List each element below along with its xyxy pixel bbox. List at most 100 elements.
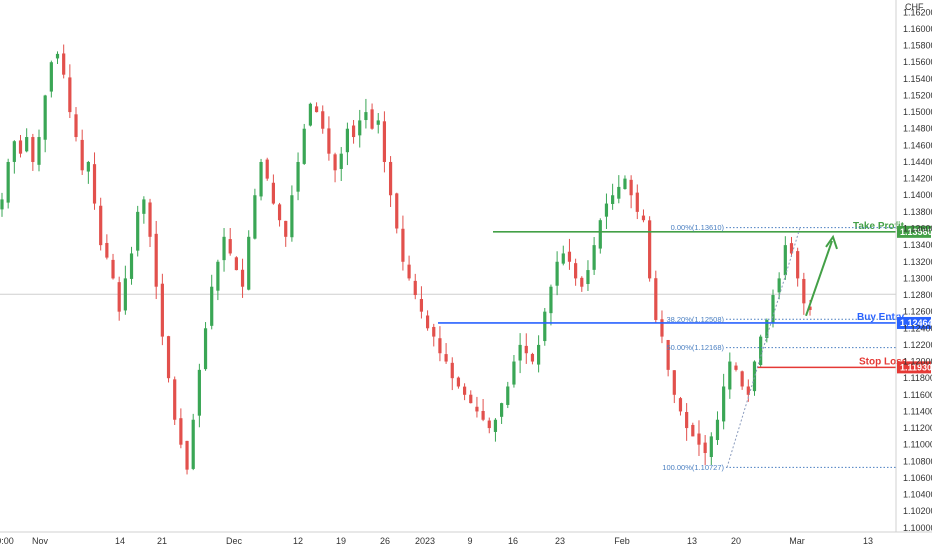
candle bbox=[407, 255, 411, 281]
price-tag-label: 1.13560 bbox=[900, 227, 932, 237]
currency-label: CHF bbox=[905, 2, 924, 12]
candle bbox=[771, 289, 775, 328]
x-tick-label: 12 bbox=[293, 536, 303, 546]
candle bbox=[648, 216, 652, 282]
candle bbox=[425, 310, 430, 331]
x-tick-label: 13 bbox=[863, 536, 873, 546]
candle bbox=[327, 116, 331, 161]
candle-body bbox=[247, 236, 251, 290]
candle-body bbox=[771, 295, 775, 324]
level-label: Take Profit bbox=[853, 221, 905, 232]
candle-body bbox=[68, 77, 72, 113]
candle-body bbox=[580, 277, 584, 287]
candle bbox=[518, 333, 522, 374]
candle bbox=[759, 334, 763, 367]
candle bbox=[586, 260, 590, 292]
candle-body bbox=[703, 442, 707, 454]
candle bbox=[444, 343, 448, 364]
arrow-shaft bbox=[805, 240, 833, 317]
candle-body bbox=[462, 386, 467, 395]
price-tag bbox=[897, 361, 931, 374]
candle-body bbox=[598, 220, 602, 249]
candle-body bbox=[487, 420, 491, 429]
y-tick-label: 1.10000 bbox=[903, 523, 932, 533]
candle-body bbox=[555, 261, 559, 286]
candle-body bbox=[728, 361, 732, 390]
candle bbox=[549, 284, 553, 326]
candle-body bbox=[722, 386, 726, 422]
candle bbox=[185, 440, 189, 475]
candle bbox=[703, 435, 707, 466]
y-tick-label: 1.10400 bbox=[903, 490, 932, 500]
y-tick-label: 1.10200 bbox=[903, 506, 932, 516]
candle-body bbox=[444, 354, 448, 362]
candle-body bbox=[796, 251, 800, 279]
candle-body bbox=[327, 128, 331, 154]
candle-body bbox=[222, 236, 226, 261]
candle bbox=[364, 98, 368, 129]
candle-body bbox=[697, 433, 701, 445]
candle-body bbox=[759, 336, 763, 366]
candle bbox=[333, 152, 337, 183]
candle-body bbox=[506, 386, 510, 405]
candle-body bbox=[74, 114, 78, 138]
candle bbox=[314, 102, 319, 113]
candle-body bbox=[765, 319, 769, 339]
y-tick-label: 1.15200 bbox=[903, 90, 932, 100]
candle-body bbox=[37, 137, 41, 165]
candle-body bbox=[617, 186, 621, 199]
x-tick-label: 14 bbox=[115, 536, 125, 546]
candle-body bbox=[321, 111, 325, 129]
candle-body bbox=[228, 239, 232, 254]
candle bbox=[6, 158, 10, 209]
candle bbox=[592, 237, 596, 275]
candle-body bbox=[49, 62, 53, 92]
y-tick-label: 1.15800 bbox=[903, 41, 932, 51]
fib-trendline bbox=[726, 227, 801, 468]
candle bbox=[228, 228, 232, 256]
y-tick-label: 1.12000 bbox=[903, 357, 932, 367]
candle-body bbox=[129, 253, 134, 279]
candle-body bbox=[6, 161, 10, 203]
candle-body bbox=[154, 233, 158, 287]
candle-body bbox=[623, 178, 627, 190]
fib-label: 0.00%(1.13610) bbox=[671, 223, 725, 232]
y-tick-label: 1.13000 bbox=[903, 273, 932, 283]
candle bbox=[635, 184, 639, 220]
candle-body bbox=[604, 203, 609, 217]
candle-body bbox=[715, 419, 720, 441]
candle bbox=[524, 333, 528, 364]
candle bbox=[401, 215, 405, 271]
candle bbox=[765, 318, 769, 343]
candle bbox=[12, 140, 16, 174]
candle-body bbox=[148, 202, 152, 237]
candle-body bbox=[370, 109, 374, 129]
y-tick-label: 1.11800 bbox=[903, 373, 932, 383]
price-tag-label: 1.11930 bbox=[900, 362, 932, 372]
y-tick-label: 1.12200 bbox=[903, 340, 932, 350]
fib-label: 38.20%(1.12508) bbox=[666, 315, 724, 324]
candle-body bbox=[524, 345, 528, 354]
candle bbox=[783, 236, 787, 280]
candle bbox=[74, 107, 78, 142]
candle-body bbox=[746, 386, 750, 395]
y-tick-label: 1.14400 bbox=[903, 157, 932, 167]
fibonacci-levels: 0.00%(1.13610) 38.20%(1.12508) 50.00%(1.12… bbox=[662, 223, 896, 472]
x-tick-label: 20 bbox=[731, 536, 741, 546]
candle-body bbox=[105, 242, 109, 258]
candle-body bbox=[432, 326, 436, 337]
candle bbox=[302, 123, 306, 165]
candle bbox=[419, 286, 424, 319]
candle-body bbox=[179, 418, 183, 445]
candle-body bbox=[493, 419, 498, 432]
fib-label: 100.00%(1.10727) bbox=[662, 463, 724, 472]
candle bbox=[598, 218, 602, 254]
candle-body bbox=[407, 264, 411, 279]
candle-body bbox=[339, 153, 343, 169]
candle-body bbox=[475, 406, 479, 412]
candle bbox=[462, 383, 467, 401]
candle-body bbox=[808, 306, 812, 310]
candle bbox=[500, 402, 504, 424]
y-tick-label: 1.11600 bbox=[903, 390, 932, 400]
